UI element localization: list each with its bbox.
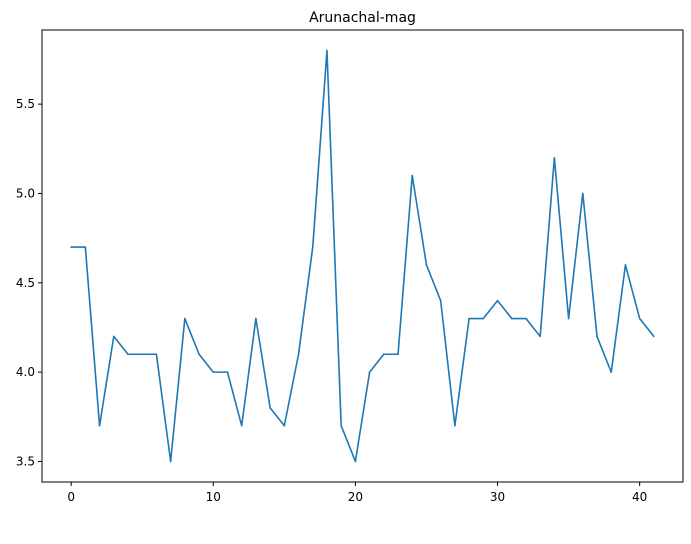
data-point (70, 246, 72, 248)
data-point (84, 246, 87, 248)
x-tick-label: 30 (490, 490, 505, 504)
data-point (311, 246, 314, 248)
data-point (525, 317, 527, 320)
data-point (482, 317, 485, 320)
data-point (326, 49, 328, 52)
data-point (226, 371, 229, 373)
y-tick-label: 5.5 (16, 97, 35, 111)
data-point (383, 353, 385, 356)
data-point (340, 424, 342, 427)
x-axis: 0 10 20 30 40 (67, 482, 647, 504)
x-tick-label: 40 (632, 490, 647, 504)
data-point (496, 299, 499, 302)
x-tick-label: 20 (348, 490, 363, 504)
data-point (454, 424, 456, 427)
data-point (368, 371, 371, 373)
data-point (581, 192, 584, 195)
data-point (411, 174, 414, 177)
data-point (397, 353, 399, 356)
chart-title: Arunachal-mag (309, 10, 416, 26)
data-point (155, 353, 158, 356)
y-axis: 3.5 4.0 4.5 5.0 5.5 (16, 97, 42, 468)
data-point (127, 353, 129, 356)
y-tick-label: 5.0 (16, 186, 35, 200)
series-line (71, 49, 655, 463)
data-point (212, 371, 215, 373)
data-point (297, 353, 300, 356)
data-point (439, 299, 442, 302)
data-point (610, 371, 613, 373)
data-point (240, 424, 243, 427)
data-point (141, 353, 144, 356)
data-point (653, 335, 655, 338)
data-point (553, 156, 556, 159)
data-point (98, 424, 101, 427)
data-point (283, 424, 286, 427)
data-point (269, 407, 271, 409)
data-point (468, 317, 470, 320)
plot-frame (41, 29, 684, 483)
data-point (112, 335, 115, 338)
data-points (70, 49, 655, 463)
data-point (567, 317, 570, 320)
data-point (425, 264, 428, 266)
data-point (255, 317, 257, 320)
x-tick-label: 10 (206, 490, 221, 504)
data-point (510, 317, 513, 320)
y-tick-label: 4.0 (16, 365, 35, 379)
data-point (596, 335, 598, 338)
data-point (624, 264, 627, 266)
data-point (638, 317, 641, 320)
x-tick-label: 0 (67, 490, 75, 504)
data-point (184, 317, 186, 320)
data-point (169, 460, 172, 463)
data-point (354, 460, 357, 463)
y-tick-label: 3.5 (16, 454, 35, 468)
data-point (198, 353, 200, 356)
data-point (539, 335, 541, 338)
y-tick-label: 4.5 (16, 276, 35, 290)
